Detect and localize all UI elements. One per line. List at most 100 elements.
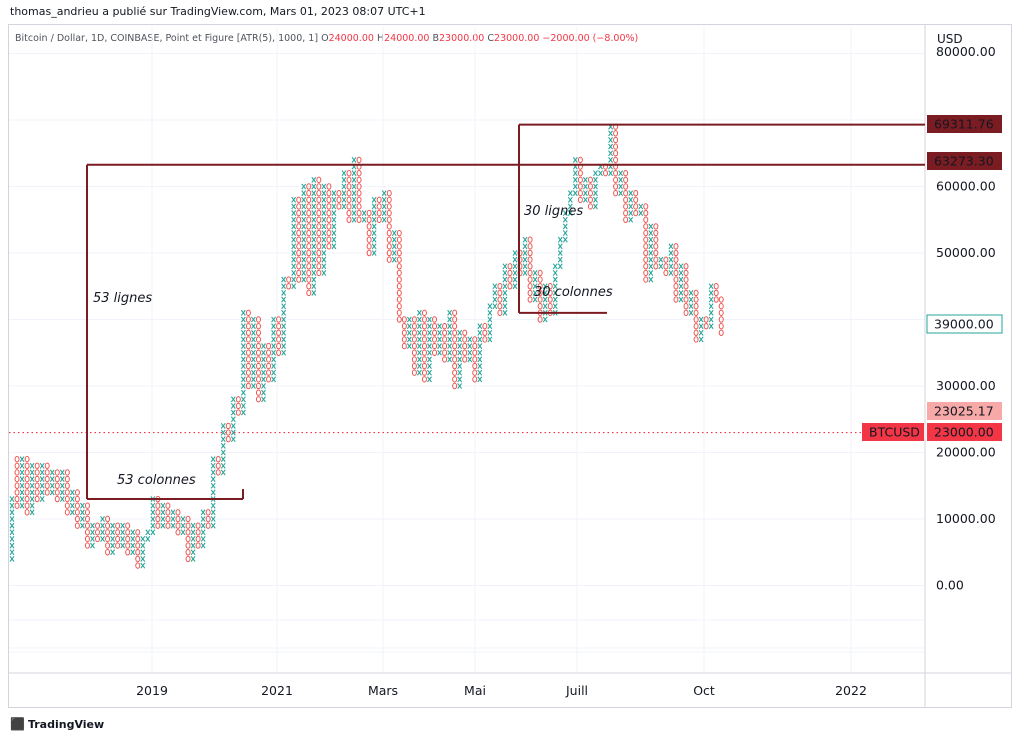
x-box xyxy=(608,150,614,157)
o-column xyxy=(74,489,80,529)
x-box xyxy=(271,336,276,343)
o-box xyxy=(482,329,488,336)
tradingview-logo[interactable]: ⬛ TradingView xyxy=(10,717,104,731)
x-box xyxy=(447,336,453,343)
x-box xyxy=(522,236,528,243)
x-box xyxy=(200,536,206,542)
o-box xyxy=(245,322,251,330)
x-box xyxy=(381,190,387,197)
o-column xyxy=(452,309,458,390)
tradingview-logo-icon: ⬛ xyxy=(10,717,25,731)
x-box xyxy=(512,263,518,270)
o-box xyxy=(623,189,629,197)
x-box xyxy=(240,309,246,316)
o-box xyxy=(346,189,352,197)
o-box xyxy=(336,203,342,210)
o-box xyxy=(693,289,699,297)
o-column xyxy=(673,243,679,303)
o-box xyxy=(44,462,50,469)
o-box xyxy=(175,529,181,536)
x-box xyxy=(281,309,287,316)
o-box xyxy=(462,349,468,356)
o-column xyxy=(683,263,689,317)
o-box xyxy=(432,349,438,356)
o-box xyxy=(683,303,689,310)
o-box xyxy=(306,196,312,204)
x-box xyxy=(371,230,377,236)
x-box xyxy=(210,482,216,489)
o-box xyxy=(74,515,80,523)
o-box xyxy=(673,296,679,303)
x-box xyxy=(311,230,317,236)
x-box xyxy=(261,376,266,383)
x-box xyxy=(9,549,15,556)
x-box xyxy=(542,283,548,290)
x-box xyxy=(427,343,432,350)
o-box xyxy=(84,502,90,509)
x-box xyxy=(291,256,297,263)
o-box xyxy=(175,515,181,523)
o-box xyxy=(316,229,322,237)
o-box xyxy=(452,369,458,376)
o-column xyxy=(472,336,478,383)
o-box xyxy=(643,243,649,250)
x-box xyxy=(557,263,563,270)
x-column xyxy=(200,509,206,549)
x-box xyxy=(170,516,176,522)
o-box xyxy=(472,369,478,376)
o-box xyxy=(577,176,583,184)
o-box xyxy=(286,283,292,290)
o-box xyxy=(195,522,201,529)
o-box xyxy=(24,462,30,469)
o-column xyxy=(643,203,649,283)
price-label: 23025.17 xyxy=(927,402,1002,420)
o-box xyxy=(537,316,543,323)
o-box xyxy=(34,462,40,469)
x-box xyxy=(371,196,377,203)
o-box xyxy=(421,342,427,350)
o-box xyxy=(386,243,392,250)
x-column xyxy=(230,396,236,443)
x-box xyxy=(552,296,558,303)
o-box xyxy=(462,356,468,363)
x-box xyxy=(160,509,166,516)
x-box xyxy=(522,263,528,270)
o-box xyxy=(276,336,282,343)
price-tick: 50000.00 xyxy=(936,245,996,260)
o-box xyxy=(527,263,533,270)
x-box xyxy=(351,203,357,210)
o-column xyxy=(462,329,468,363)
o-box xyxy=(316,263,322,270)
x-box xyxy=(59,496,65,502)
price-label-bg xyxy=(927,423,1002,441)
x-box xyxy=(301,196,307,203)
o-box xyxy=(411,322,417,330)
x-box xyxy=(331,216,337,223)
o-box xyxy=(643,203,649,210)
x-box xyxy=(532,270,538,276)
x-box xyxy=(200,522,206,529)
o-column xyxy=(286,276,292,290)
o-box xyxy=(235,396,241,403)
o-box xyxy=(507,283,513,290)
o-box xyxy=(34,489,40,496)
x-box xyxy=(100,522,105,529)
o-box xyxy=(411,316,417,323)
time-tick: Mars xyxy=(368,683,398,698)
o-column xyxy=(693,289,699,343)
x-box xyxy=(522,270,528,276)
x-column xyxy=(648,223,654,283)
o-box xyxy=(336,196,342,204)
legend-symbol[interactable]: Bitcoin / Dollar, 1D, COINBASE, Point et… xyxy=(15,33,319,44)
x-box xyxy=(512,270,518,276)
x-box xyxy=(321,250,327,256)
x-box xyxy=(477,323,483,330)
x-column xyxy=(341,170,347,210)
x-box xyxy=(210,462,216,469)
x-box xyxy=(391,243,397,250)
x-box xyxy=(406,343,412,350)
x-box xyxy=(512,276,518,283)
o-box xyxy=(245,382,251,390)
x-box xyxy=(416,309,422,316)
